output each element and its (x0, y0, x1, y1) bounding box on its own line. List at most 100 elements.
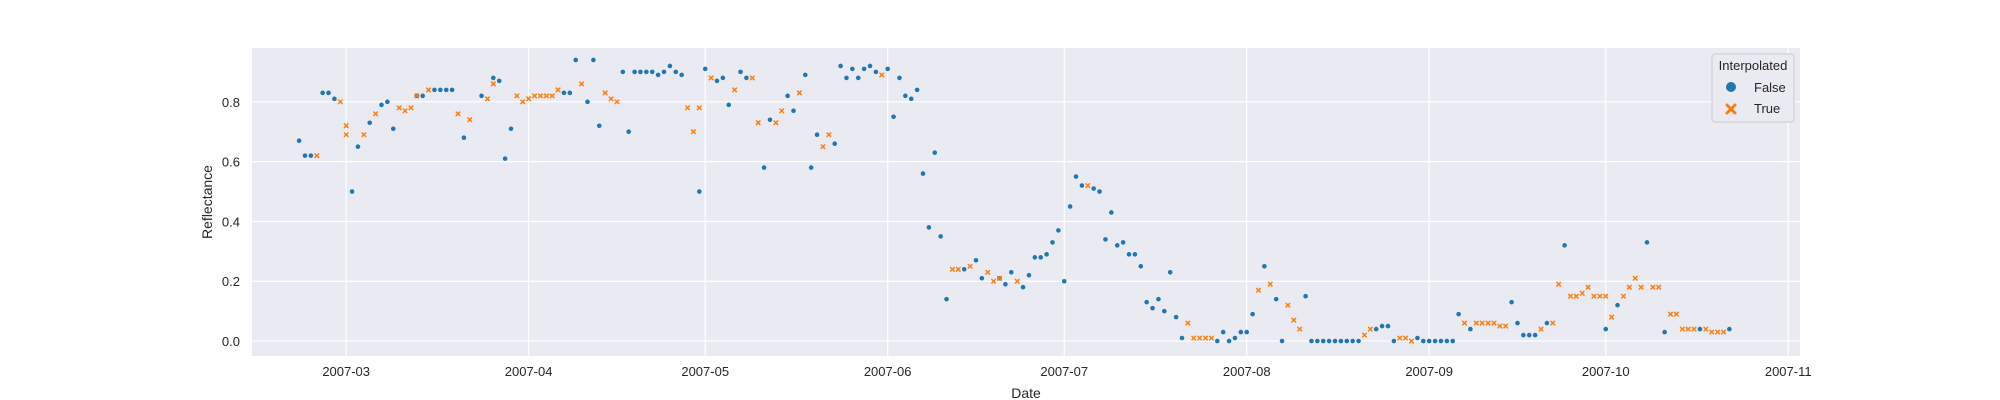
data-point-false (679, 72, 684, 78)
data-point-false (508, 126, 514, 132)
data-point-true (1403, 335, 1409, 341)
data-point-true (1550, 320, 1556, 326)
data-point-false (1056, 228, 1061, 233)
data-point-false (596, 123, 602, 129)
data-point-false (855, 75, 861, 81)
x-axis-label: Date (1011, 385, 1041, 400)
data-point-true (531, 93, 538, 99)
data-point-false (1332, 338, 1338, 344)
y-tick-label: 0.6 (222, 155, 240, 170)
data-point-false (1120, 240, 1126, 245)
data-point-true (949, 266, 955, 272)
data-point-false (1003, 281, 1008, 287)
data-point-false (926, 225, 932, 230)
data-point-true (526, 96, 532, 102)
data-point-false (626, 129, 631, 135)
data-point-false (1344, 338, 1350, 344)
data-point-false (326, 90, 331, 96)
data-point-false (791, 108, 796, 114)
data-point-true (455, 111, 461, 117)
data-point-true (396, 105, 402, 111)
legend: Interpolated False True (1711, 53, 1795, 123)
data-point-false (1356, 338, 1361, 344)
data-point-false (1220, 329, 1226, 335)
data-point-false (1244, 329, 1250, 335)
data-point-false (320, 90, 325, 96)
data-point-false (1338, 338, 1344, 344)
data-point-true (1197, 335, 1203, 341)
data-point-false (767, 117, 773, 123)
data-point-false (1179, 335, 1185, 341)
x-tick-label: 2007-07 (1040, 364, 1088, 379)
legend-true-label: True (1754, 101, 1780, 116)
data-point-false (1097, 189, 1102, 194)
data-point-true (1632, 275, 1638, 281)
data-point-true (1597, 293, 1603, 299)
data-point-true (1361, 332, 1367, 338)
data-point-true (991, 278, 997, 284)
data-point-false (832, 141, 838, 146)
data-point-false (649, 69, 655, 75)
x-tick-label: 2007-05 (681, 364, 729, 379)
data-point-false (1073, 174, 1079, 179)
data-point-false (367, 120, 373, 126)
data-point-false (1615, 302, 1620, 308)
data-point-true (1497, 323, 1503, 329)
data-point-true (755, 120, 761, 126)
data-point-true (1579, 290, 1585, 296)
data-point-false (1061, 278, 1067, 284)
data-point-false (838, 63, 843, 69)
data-point-true (1585, 284, 1591, 290)
data-point-true (1255, 287, 1262, 293)
data-point-false (802, 72, 808, 78)
data-point-false (808, 165, 814, 170)
data-point-false (673, 69, 679, 75)
data-point-false (814, 132, 820, 138)
data-point-false (355, 144, 361, 149)
data-point-false (1262, 263, 1267, 269)
data-point-true (402, 108, 408, 114)
data-point-false (850, 66, 855, 72)
data-point-false (296, 138, 302, 143)
data-point-true (1485, 320, 1491, 326)
data-point-true (749, 75, 755, 81)
data-point-true (314, 153, 320, 159)
data-point-false (920, 171, 926, 176)
data-point-true (696, 105, 702, 111)
data-point-false (1526, 332, 1532, 338)
data-point-false (1138, 263, 1144, 269)
legend-title: Interpolated (1719, 58, 1788, 73)
data-point-false (1238, 329, 1244, 335)
series-false (296, 57, 1732, 344)
data-point-false (1167, 269, 1173, 275)
data-point-true (1609, 314, 1615, 320)
data-point-false (761, 165, 767, 170)
data-point-false (1044, 252, 1049, 257)
data-point-true (1556, 281, 1562, 287)
data-point-true (1297, 326, 1303, 332)
data-point-true (1503, 323, 1509, 329)
legend-false-marker (1726, 82, 1736, 92)
data-point-false (1603, 326, 1609, 332)
data-point-false (1320, 338, 1326, 344)
data-point-false (302, 153, 308, 158)
data-point-false (1309, 338, 1314, 344)
data-point-true (996, 275, 1003, 281)
data-point-true (1720, 329, 1727, 335)
data-point-true (1673, 311, 1679, 317)
grid-lines (252, 48, 1800, 356)
data-point-false (1415, 335, 1420, 341)
data-point-false (1150, 305, 1155, 311)
data-point-false (1067, 204, 1073, 209)
data-point-false (1521, 332, 1526, 338)
data-point-false (861, 66, 867, 72)
data-point-false (1008, 269, 1014, 275)
data-point-false (379, 102, 384, 108)
data-point-false (873, 69, 879, 75)
data-point-true (361, 132, 367, 138)
data-point-true (1573, 293, 1579, 299)
y-axis-label: Reflectance (199, 165, 215, 239)
data-point-true (1291, 317, 1297, 323)
data-point-false (1697, 326, 1703, 332)
data-point-false (1079, 183, 1085, 188)
